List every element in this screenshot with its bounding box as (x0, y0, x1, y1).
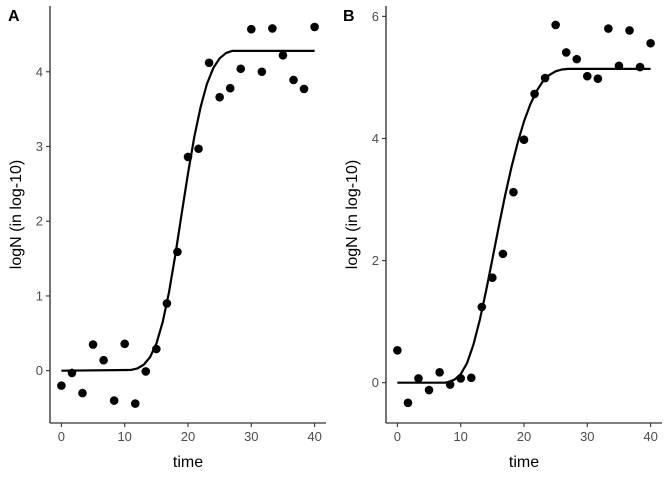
y-axis-title: logN (in log-10) (344, 160, 361, 269)
data-point (414, 374, 423, 383)
data-point (551, 20, 560, 30)
data-point (572, 54, 582, 64)
data-point (540, 73, 550, 83)
panel-a: A 0 10 20 30 40 0 1 2 3 4 time logN (in log-10) (8, 6, 326, 471)
data-point (194, 144, 203, 154)
data-point (625, 26, 634, 35)
y-tick-label: 3 (36, 139, 43, 154)
data-point (561, 48, 571, 57)
data-point (162, 299, 172, 308)
data-point (173, 247, 182, 257)
data-point (646, 38, 655, 48)
x-tick-label: 10 (453, 429, 467, 444)
data-point (257, 67, 267, 77)
data-point (424, 385, 434, 395)
data-point (635, 62, 645, 72)
data-point (278, 51, 288, 60)
panel-b: B 0 10 20 30 40 0 2 4 6 time logN (in log-10) (343, 6, 662, 471)
data-point (120, 339, 129, 349)
data-point (593, 74, 603, 83)
data-point (78, 388, 87, 398)
data-point (498, 249, 508, 259)
data-point (247, 24, 256, 34)
y-tick-label: 6 (372, 9, 379, 24)
data-point (57, 381, 66, 390)
data-point (403, 398, 413, 408)
x-tick-label: 0 (58, 429, 65, 444)
y-axis-title: logN (in log-10) (8, 160, 25, 269)
data-point (236, 64, 246, 74)
fitted-curve (61, 49, 315, 372)
data-point (445, 380, 455, 389)
data-point (614, 61, 624, 71)
x-axis-title: time (173, 454, 203, 471)
data-point (530, 89, 539, 99)
data-point (299, 84, 309, 94)
panel-tag: A (8, 8, 20, 25)
y-tick-label: 4 (36, 64, 43, 79)
x-tick-label: 40 (307, 429, 321, 444)
data-point (466, 373, 476, 383)
data-point (519, 135, 529, 145)
data-point (141, 367, 151, 376)
x-tick-label: 40 (643, 429, 657, 444)
data-point (225, 83, 235, 93)
data-point (204, 58, 214, 68)
y-tick-label: 2 (372, 253, 379, 268)
data-point (509, 187, 518, 197)
data-point (583, 71, 592, 81)
x-tick-label: 20 (181, 429, 195, 444)
x-tick-label: 30 (244, 429, 258, 444)
y-tick-label: 4 (372, 131, 379, 146)
data-point (393, 346, 402, 355)
data-point (488, 273, 497, 282)
data-point (109, 396, 119, 405)
x-tick-label: 20 (517, 429, 531, 444)
data-point (130, 399, 140, 408)
fitted-curve (397, 67, 651, 384)
data-point (99, 355, 108, 365)
data-point (268, 24, 277, 33)
x-tick-label: 30 (580, 429, 594, 444)
data-point (477, 302, 487, 312)
data-point (152, 344, 161, 354)
data-point (456, 374, 466, 383)
panel-tag: B (343, 8, 355, 25)
y-tick-label: 0 (372, 375, 379, 390)
x-axis-title: time (509, 454, 539, 471)
data-point (88, 340, 98, 349)
data-point (183, 152, 193, 162)
data-point (289, 75, 298, 85)
data-point (310, 22, 319, 32)
x-tick-label: 0 (394, 429, 401, 444)
data-point (215, 92, 224, 102)
data-point (604, 24, 613, 33)
y-tick-label: 0 (36, 363, 43, 378)
y-tick-label: 1 (36, 288, 43, 303)
x-tick-label: 10 (117, 429, 131, 444)
data-point (435, 368, 444, 377)
data-point (67, 368, 77, 378)
y-tick-label: 2 (36, 214, 43, 229)
